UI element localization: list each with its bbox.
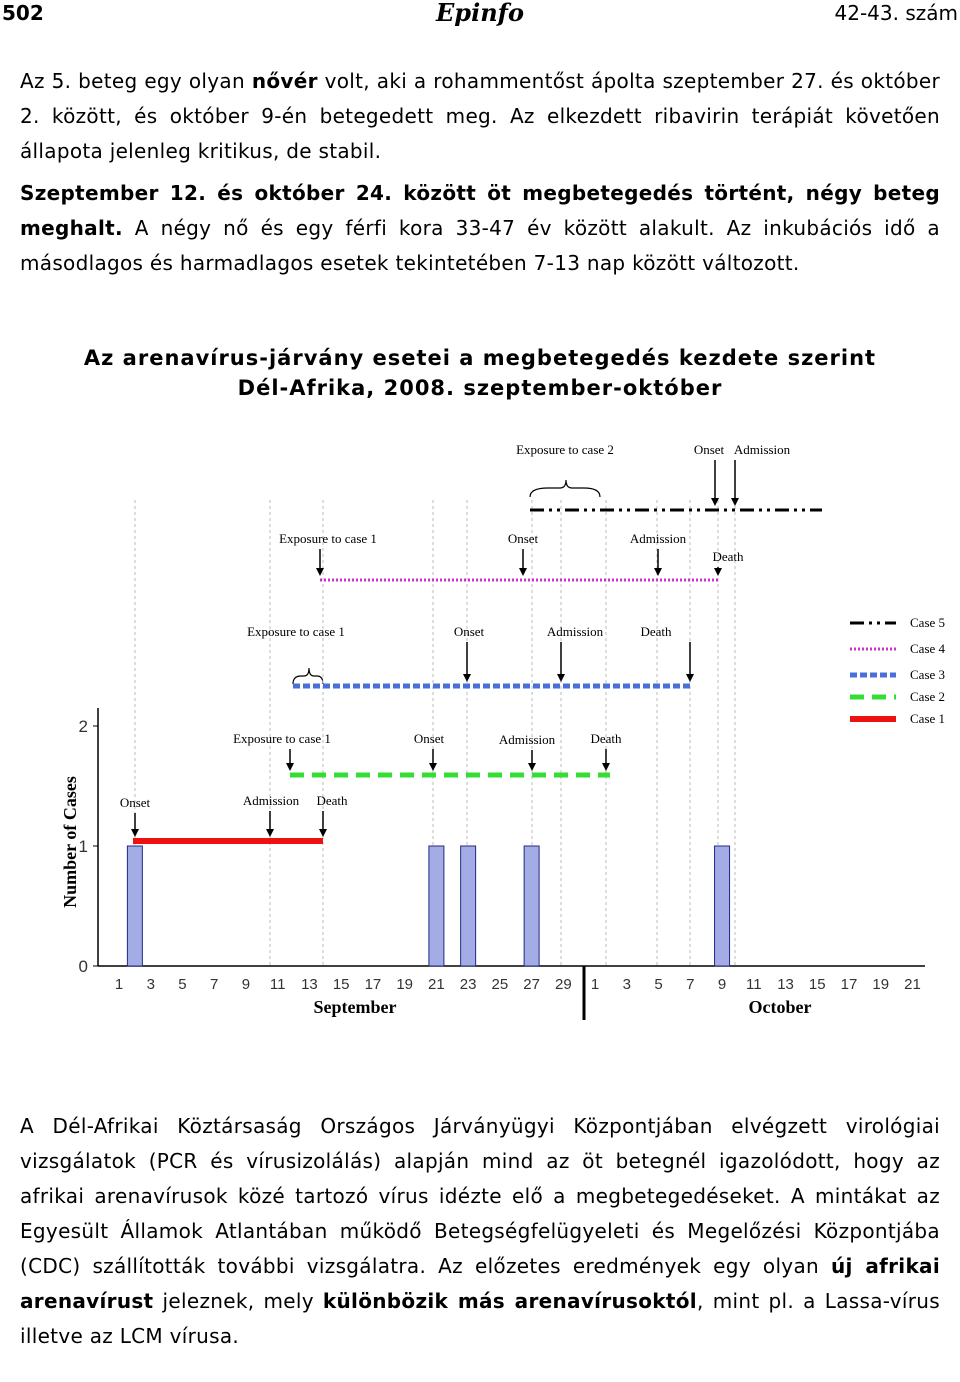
x-tick-label: 1 xyxy=(591,976,599,993)
y-tick-label: 0 xyxy=(79,957,88,976)
x-tick-label: 1 xyxy=(115,976,123,993)
text: volt, aki a rohammentőst ápolta szeptemb… xyxy=(20,69,941,163)
event-label: Onset xyxy=(508,531,539,546)
legend-label: Case 1 xyxy=(910,711,945,726)
month-label: September xyxy=(314,997,397,1017)
event-label: Exposure to case 2 xyxy=(516,442,614,457)
y-tick-label: 1 xyxy=(79,837,88,856)
event-label: Exposure to case 1 xyxy=(233,731,331,746)
paragraph: Szeptember 12. és október 24. között öt … xyxy=(20,176,940,281)
event-label: Death xyxy=(712,549,744,564)
x-tick-label: 3 xyxy=(147,976,155,993)
legend-label: Case 4 xyxy=(910,641,946,656)
x-tick-label: 7 xyxy=(210,976,218,993)
text: , mint pl. a Lassa-vírus illetve az LCM … xyxy=(20,1289,940,1348)
arrow-head xyxy=(519,568,527,576)
event-label: Death xyxy=(640,624,672,639)
arrow-head xyxy=(528,763,536,771)
x-tick-label: 5 xyxy=(178,976,186,993)
arrow-head xyxy=(429,763,437,771)
x-tick-label: 15 xyxy=(333,976,350,993)
arrow-head xyxy=(714,568,722,576)
logo: Epinfo xyxy=(436,0,524,27)
arrow-head xyxy=(557,674,565,682)
event-label: Onset xyxy=(454,624,485,639)
arrow-head xyxy=(286,763,294,771)
x-tick-label: 3 xyxy=(623,976,631,993)
y-tick-label: 2 xyxy=(79,717,88,736)
chart-title: Az arenavírus-járvány esetei a megbetege… xyxy=(83,346,877,370)
x-tick-label: 13 xyxy=(777,976,794,993)
brace xyxy=(529,479,601,498)
text: A Dél-Afrikai Köztársaság Országos Járvá… xyxy=(20,1114,940,1278)
text: A négy nő és egy férfi kora 33-47 év köz… xyxy=(20,216,940,275)
arrow-head xyxy=(711,498,719,506)
x-tick-label: 7 xyxy=(686,976,694,993)
event-label: Exposure to case 1 xyxy=(247,624,345,639)
x-tick-label: 19 xyxy=(872,976,889,993)
bar xyxy=(428,845,445,967)
event-label: Admission xyxy=(547,624,604,639)
brace xyxy=(292,667,324,685)
x-tick-label: 17 xyxy=(841,976,858,993)
y-axis-label: Number of Cases xyxy=(60,776,80,908)
arrow-head xyxy=(686,674,694,682)
x-tick-label: 23 xyxy=(460,976,477,993)
page-number: 502 xyxy=(2,1,44,25)
chart-subtitle: Dél-Afrika, 2008. szeptember-október xyxy=(237,376,723,400)
event-label: Death xyxy=(316,793,348,808)
x-tick-label: 27 xyxy=(523,976,540,993)
arrow-head xyxy=(654,568,662,576)
event-label: Onset xyxy=(414,731,445,746)
bold-text: új afrikai arenavírust xyxy=(20,1254,940,1313)
month-label: October xyxy=(749,997,812,1017)
bar xyxy=(714,845,731,967)
arrow-head xyxy=(731,498,739,506)
arrow-head xyxy=(319,829,327,837)
legend-label: Case 3 xyxy=(910,667,945,682)
arrow-head xyxy=(266,829,274,837)
x-tick-label: 21 xyxy=(428,976,445,993)
paragraph: Az 5. beteg egy olyan nővér volt, aki a … xyxy=(20,64,940,169)
bar xyxy=(460,845,477,967)
issue: 42-43. szám xyxy=(834,1,959,25)
x-tick-label: 13 xyxy=(301,976,318,993)
arrow-head xyxy=(316,568,324,576)
x-tick-label: 9 xyxy=(718,976,726,993)
x-tick-label: 15 xyxy=(809,976,826,993)
legend-label: Case 5 xyxy=(910,615,945,630)
event-label: Exposure to case 1 xyxy=(279,531,377,546)
text: jeleznek, mely xyxy=(153,1289,323,1313)
event-label: Admission xyxy=(499,732,556,747)
bold-text: nővér xyxy=(251,69,318,93)
x-tick-label: 11 xyxy=(746,976,762,993)
x-tick-label: 25 xyxy=(492,976,509,993)
legend-label: Case 2 xyxy=(910,689,945,704)
event-label: Admission xyxy=(734,442,791,457)
arrow-head xyxy=(602,763,610,771)
x-tick-label: 21 xyxy=(904,976,921,993)
arrow-head xyxy=(463,674,471,682)
x-tick-label: 5 xyxy=(654,976,662,993)
event-label: Death xyxy=(590,731,622,746)
event-label: Onset xyxy=(120,795,151,810)
x-tick-label: 17 xyxy=(365,976,382,993)
paragraph: A Dél-Afrikai Köztársaság Országos Járvá… xyxy=(20,1109,940,1354)
bar xyxy=(523,845,540,967)
bold-text: Szeptember 12. és október 24. között öt … xyxy=(20,181,940,240)
bar xyxy=(126,845,143,967)
x-tick-label: 19 xyxy=(396,976,413,993)
text: Az 5. beteg egy olyan xyxy=(20,69,252,93)
bold-text: különbözik más arenavírusoktól xyxy=(322,1289,697,1313)
x-tick-label: 11 xyxy=(270,976,286,993)
arrow-head xyxy=(131,829,139,837)
event-label: Onset xyxy=(694,442,725,457)
event-label: Admission xyxy=(630,531,687,546)
event-label: Admission xyxy=(243,793,300,808)
x-tick-label: 9 xyxy=(242,976,250,993)
x-tick-label: 29 xyxy=(555,976,572,993)
